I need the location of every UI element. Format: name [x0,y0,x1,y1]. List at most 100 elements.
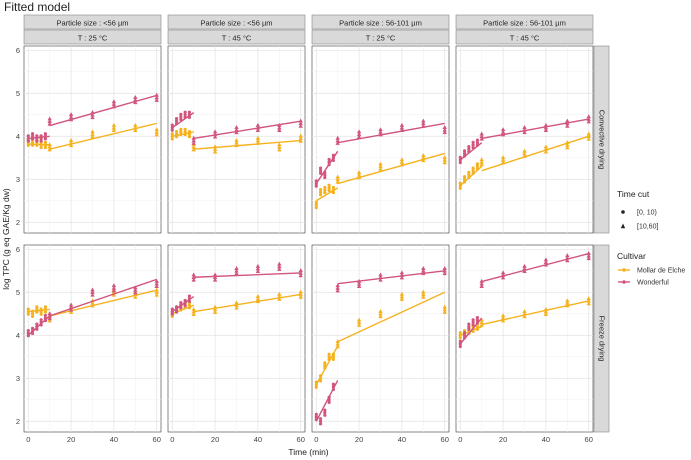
data-point-triangle [111,283,117,288]
data-point-triangle [255,263,261,268]
data-point-triangle [277,122,282,127]
data-point-circle [318,417,323,421]
data-point-circle [314,184,318,188]
data-point-triangle [133,294,138,299]
fit-line [337,291,446,343]
data-point-triangle [479,281,484,286]
data-point-circle [174,132,179,136]
data-point-circle [318,193,323,197]
data-point-circle [183,115,187,119]
data-point-triangle [399,162,405,167]
data-point-triangle [335,283,340,288]
strip-temp-bg [167,29,306,45]
fit-line [337,152,445,185]
data-point-triangle [234,130,239,135]
data-point-circle [467,170,471,174]
data-point-triangle [356,172,362,177]
data-point-triangle [212,134,218,139]
data-point-circle [331,352,336,356]
data-point-triangle [586,256,591,261]
data-point-circle [26,331,30,335]
data-point-triangle [479,284,484,289]
data-point-circle [30,137,35,141]
data-point-circle [458,344,462,349]
data-point-circle [314,383,318,387]
data-point-triangle [90,290,95,295]
data-point-circle [43,310,48,314]
data-point-triangle [47,311,52,316]
data-point-triangle [522,125,527,130]
data-point-circle [475,325,480,329]
strip-particle-bg [167,14,306,30]
data-point-circle [323,408,327,412]
data-point-circle [318,190,323,194]
data-point-triangle [234,266,239,270]
data-point-triangle [586,253,591,258]
data-point-circle [174,119,179,123]
data-point-triangle [335,285,340,290]
data-point-circle [174,122,179,126]
data-point-circle [170,126,174,130]
data-point-triangle [90,131,95,136]
data-point-triangle [47,142,52,147]
data-point-circle [35,134,39,138]
data-point-triangle [298,292,303,297]
data-point-circle [318,376,323,380]
data-point-triangle [277,128,282,133]
data-point-triangle [68,137,74,142]
data-point-circle [30,141,35,145]
data-point-triangle [522,151,527,156]
data-point-triangle [586,296,591,301]
data-point-triangle [421,294,426,299]
legend-color-title: Cultivar [617,251,646,261]
y-axis-label: log TPC (g eq GAE/Kg dw) [1,188,11,290]
data-point-triangle [522,309,527,313]
data-point-circle [323,413,327,417]
data-point-triangle [191,144,196,149]
data-point-triangle [565,140,570,145]
data-point-triangle [154,95,159,100]
legend-color-item: Wonderful [637,280,669,287]
data-point-circle [170,137,174,141]
data-point-triangle [543,149,549,154]
data-point-triangle [378,129,383,134]
legend-color-item: Mollar de Elche [637,268,685,275]
data-point-triangle [522,314,527,319]
data-point-circle [327,186,331,190]
data-point-circle [179,127,183,131]
data-point-circle [323,170,327,174]
data-point-triangle [133,290,138,295]
fit-line [481,135,589,172]
data-point-triangle [277,296,282,301]
fit-line [49,122,157,150]
data-point-triangle [277,264,282,269]
data-point-circle [30,143,35,147]
data-point-triangle [442,127,447,132]
data-point-triangle [335,135,340,140]
data-point-triangle [234,143,239,148]
data-point-circle [323,363,327,367]
data-point-circle [43,137,48,141]
data-point-triangle [586,116,591,121]
data-point-triangle [255,125,261,130]
legend-shape-title: Time cut [617,189,650,199]
data-point-triangle [543,128,549,133]
legend-circle-marker [621,210,625,214]
data-point-triangle [68,112,74,117]
data-point-circle [318,379,323,383]
data-point-triangle [277,144,282,149]
data-point-circle [187,297,192,301]
data-point-circle [39,320,43,324]
fit-line [193,293,301,313]
data-point-triangle [565,300,570,305]
fit-line [49,289,157,317]
data-point-triangle [565,121,570,126]
data-point-triangle [154,281,159,286]
data-point-triangle [543,259,549,264]
data-point-triangle [586,134,591,139]
data-point-circle [475,321,480,325]
data-point-triangle [356,284,362,289]
data-point-triangle [298,138,303,143]
data-point-triangle [378,309,383,313]
data-point-circle [314,380,318,384]
